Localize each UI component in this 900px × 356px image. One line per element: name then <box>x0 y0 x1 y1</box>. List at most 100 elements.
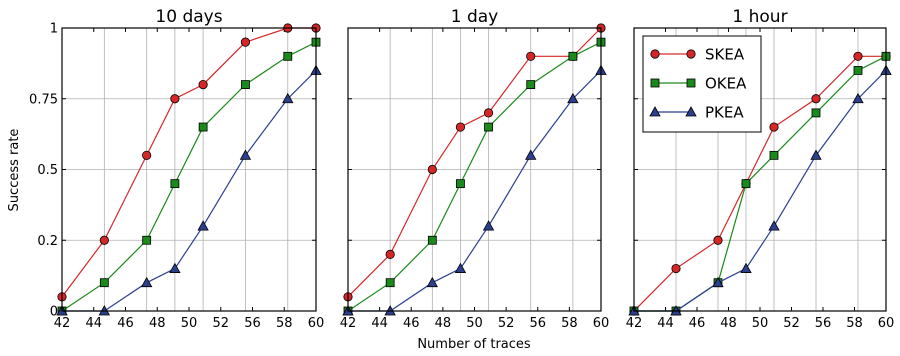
series-line-skea <box>61 27 316 298</box>
plot-frame <box>633 27 887 312</box>
x-tick-label: 60 <box>308 316 325 331</box>
x-tick-label: 52 <box>212 316 229 331</box>
data-point-skea <box>671 263 681 274</box>
data-point-pkea <box>810 149 822 160</box>
data-point-skea <box>142 150 152 160</box>
panel-title: 1 hour <box>732 7 787 27</box>
data-point-pkea <box>426 276 439 288</box>
data-point-pkea <box>567 92 579 104</box>
x-tick-label: 50 <box>752 316 769 331</box>
y-tick-label: 0 <box>50 305 58 320</box>
data-point-skea <box>526 51 536 61</box>
data-point-skea <box>811 94 821 104</box>
data-point-okea <box>484 122 493 132</box>
data-point-okea <box>142 235 152 245</box>
x-tick-label: 46 <box>117 316 134 331</box>
y-tick-label: 0.75 <box>29 92 58 107</box>
legend-marker-skea <box>686 49 696 59</box>
data-point-pkea <box>712 276 724 288</box>
data-point-skea <box>455 122 466 132</box>
data-point-pkea <box>740 262 752 273</box>
y-tick-label: 0.5 <box>37 163 58 178</box>
x-tick-label: 56 <box>529 316 546 331</box>
legend-label-okea: OKEA <box>705 75 747 93</box>
series-line-pkea <box>348 70 602 312</box>
data-point-pkea <box>282 92 294 104</box>
data-point-skea <box>240 37 251 47</box>
data-point-okea <box>811 108 821 118</box>
data-point-skea <box>99 235 109 245</box>
x-tick-label: 58 <box>276 316 293 331</box>
plot-frame <box>347 27 602 312</box>
data-point-okea <box>170 179 180 189</box>
panel-title: 10 days <box>155 7 222 27</box>
panel-1: 42 44 46 48 50 52 56 58 60 0 0.2 0.5 0.75 1 10 days <box>29 7 324 331</box>
data-point-pkea <box>525 149 537 160</box>
series-line-okea <box>61 41 317 312</box>
series-line-pkea <box>62 70 317 312</box>
x-tick-label: 58 <box>846 316 863 331</box>
data-point-okea <box>283 51 293 61</box>
panel-title: 1 day <box>451 7 499 27</box>
legend-marker-skea <box>650 49 660 59</box>
legend-marker-okea <box>650 78 660 88</box>
data-point-okea <box>853 66 863 75</box>
legend-marker-pkea <box>685 106 697 117</box>
x-tick-label: 50 <box>466 316 483 331</box>
x-axis-label: Number of traces <box>417 337 531 352</box>
x-tick-label: 46 <box>403 316 420 331</box>
data-point-pkea <box>852 92 864 104</box>
x-tick-label: 42 <box>54 316 71 331</box>
x-tick-label: 60 <box>878 316 895 331</box>
data-point-pkea <box>768 220 780 231</box>
series-line-okea <box>347 41 602 312</box>
data-point-skea <box>853 51 863 61</box>
legend-label-skea: SKEA <box>705 46 745 64</box>
data-point-skea <box>427 164 437 175</box>
data-point-pkea <box>169 262 181 273</box>
data-point-skea <box>713 235 723 245</box>
x-tick-label: 48 <box>720 316 737 331</box>
data-point-okea <box>241 80 250 89</box>
x-tick-label: 48 <box>149 316 166 331</box>
data-point-pkea <box>239 149 252 160</box>
data-point-okea <box>198 122 208 132</box>
data-point-okea <box>769 150 779 160</box>
x-tick-label: 46 <box>689 316 706 331</box>
data-point-skea <box>170 94 180 104</box>
data-point-skea <box>769 122 779 132</box>
x-tick-label: 56 <box>244 316 261 331</box>
legend-label-pkea: PKEA <box>705 104 744 122</box>
plot-frame <box>61 27 317 312</box>
x-tick-label: 58 <box>561 316 578 331</box>
series-line-skea <box>347 27 602 298</box>
legend-box <box>642 35 762 133</box>
x-tick-label: 42 <box>340 316 357 331</box>
y-axis-label: Success rate <box>7 129 22 212</box>
data-point-okea <box>526 80 536 89</box>
x-tick-label: 48 <box>435 316 452 331</box>
data-point-skea <box>198 80 208 90</box>
series-line-pkea <box>634 70 887 312</box>
x-tick-label: 60 <box>593 316 610 331</box>
y-tick-label: 1 <box>50 22 58 37</box>
data-point-okea <box>385 278 395 288</box>
x-tick-label: 52 <box>783 316 800 331</box>
data-point-okea <box>427 235 437 245</box>
y-tick-label: 0.2 <box>37 234 58 249</box>
data-point-okea <box>456 179 465 189</box>
x-tick-label: 44 <box>657 316 674 331</box>
panel-2: 42 44 46 48 50 52 56 58 60 1 day <box>340 7 610 331</box>
legend-marker-pkea <box>649 106 661 117</box>
data-point-pkea <box>197 220 209 231</box>
panel-3: 42 44 46 48 50 52 56 58 60 1 hour SKEA OKEA PKEA <box>626 7 895 331</box>
x-tick-label: 44 <box>85 316 102 331</box>
x-tick-label: 42 <box>626 316 643 331</box>
x-tick-label: 44 <box>371 316 388 331</box>
legend: SKEA OKEA PKEA <box>642 35 762 133</box>
x-tick-label: 50 <box>181 316 198 331</box>
data-point-okea <box>568 51 578 61</box>
x-tick-label: 56 <box>815 316 832 331</box>
legend-marker-okea <box>686 78 696 88</box>
